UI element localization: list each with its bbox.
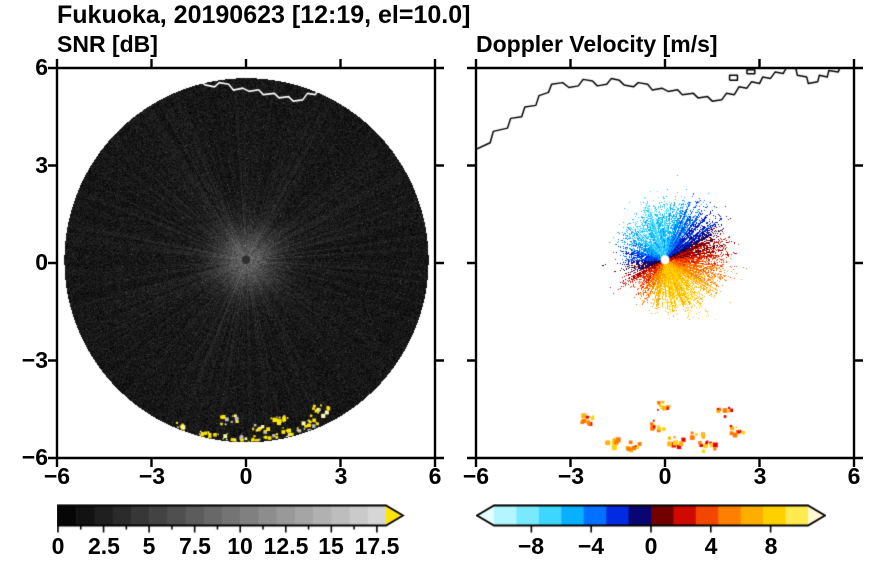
snr-colorbar-canvas [57, 504, 407, 536]
doppler-xtick-label: −6 [462, 463, 490, 489]
snr-xtick-label: −3 [138, 463, 166, 489]
snr-colorbar-tick-label: 7.5 [179, 533, 211, 559]
snr-colorbar-tick-label: 10 [227, 533, 253, 559]
snr-colorbar-tick-label: 2.5 [88, 533, 120, 559]
doppler-colorbar-tick-label: 4 [704, 533, 718, 559]
doppler-xtick-label: 0 [658, 463, 672, 489]
snr-ytick-label: −3 [21, 347, 48, 373]
snr-ytick-label: 0 [35, 249, 48, 275]
doppler-colorbar-tick-label: 8 [764, 533, 778, 559]
doppler-colorbar-tick-label: 0 [644, 533, 658, 559]
snr-panel-title: SNR [dB] [57, 31, 158, 57]
doppler-plot-canvas [476, 68, 854, 458]
snr-ytick-label: 6 [35, 54, 48, 80]
doppler-panel-title: Doppler Velocity [m/s] [476, 31, 718, 57]
doppler-xtick-label: 6 [847, 463, 861, 489]
snr-xtick-label: −6 [43, 463, 71, 489]
snr-xtick-label: 0 [239, 463, 253, 489]
snr-colorbar-tick-label: 0 [51, 533, 65, 559]
snr-colorbar-tick-label: 5 [142, 533, 156, 559]
snr-colorbar-tick-label: 12.5 [263, 533, 309, 559]
snr-colorbar-tick-label: 17.5 [354, 533, 400, 559]
doppler-colorbar-canvas [476, 504, 826, 536]
doppler-colorbar-tick-label: −8 [517, 533, 545, 559]
doppler-colorbar-tick-label: −4 [577, 533, 605, 559]
snr-xtick-label: 6 [428, 463, 442, 489]
doppler-xtick-label: 3 [753, 463, 767, 489]
snr-colorbar-tick-label: 15 [318, 533, 344, 559]
snr-xtick-label: 3 [334, 463, 348, 489]
page-title: Fukuoka, 20190623 [12:19, el=10.0] [57, 1, 471, 29]
doppler-xtick-label: −3 [557, 463, 585, 489]
snr-ytick-label: −6 [21, 444, 48, 470]
snr-plot-canvas [57, 68, 435, 458]
snr-ytick-label: 3 [35, 152, 48, 178]
